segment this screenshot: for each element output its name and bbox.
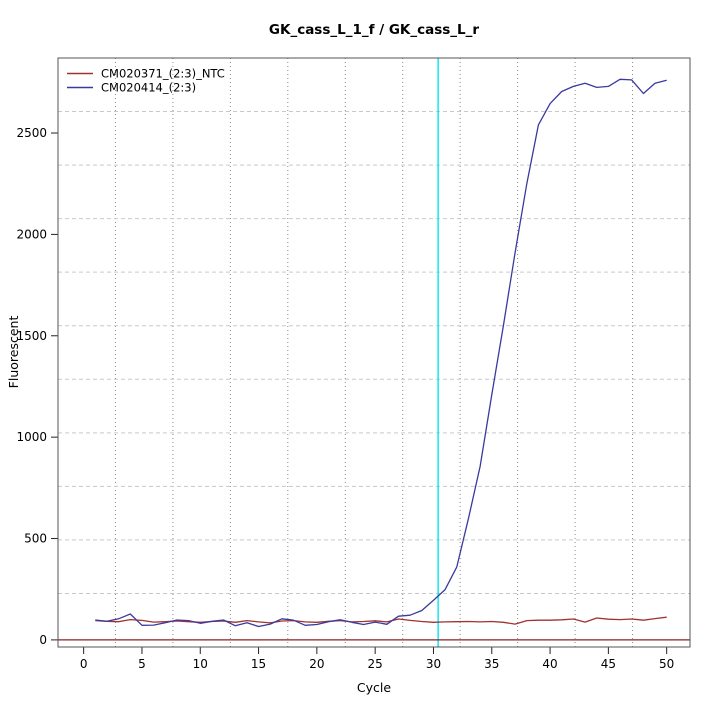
legend: CM020371_(2:3)_NTC CM020414_(2:3) [67, 67, 225, 95]
x-tick-label: 35 [484, 657, 499, 671]
x-tick-label: 5 [138, 657, 146, 671]
x-tick-label: 0 [80, 657, 88, 671]
legend-label-ntc: CM020371_(2:3)_NTC [101, 67, 225, 81]
y-tick-label: 2500 [16, 126, 47, 140]
series-lines-layer [95, 78, 667, 628]
gridlines-layer [58, 58, 690, 647]
x-tick-label: 50 [659, 657, 674, 671]
plot-border-box [57, 57, 691, 648]
x-tick-label: 30 [426, 657, 441, 671]
y-tick-label: 1500 [16, 329, 47, 343]
legend-label-sample: CM020414_(2:3) [101, 81, 196, 95]
y-tick-label: 1000 [16, 430, 47, 444]
x-axis-title: Cycle [357, 680, 391, 695]
x-tick-label: 10 [193, 657, 208, 671]
y-axis-title: Fluorescent [6, 316, 21, 389]
reference-lines-layer [58, 58, 690, 647]
series-line-sample [95, 78, 667, 628]
x-tick-label: 25 [368, 657, 383, 671]
x-tick-label: 40 [542, 657, 557, 671]
x-tick-label: 15 [251, 657, 266, 671]
x-tick-label: 45 [601, 657, 616, 671]
x-tick-label: 20 [309, 657, 324, 671]
series-line-ntc [95, 616, 667, 625]
y-tick-label: 2000 [16, 227, 47, 241]
y-tick-label: 500 [24, 532, 47, 546]
y-tick-label: 0 [39, 633, 47, 647]
chart-title: GK_cass_L_1_f / GK_cass_L_r [269, 22, 480, 38]
